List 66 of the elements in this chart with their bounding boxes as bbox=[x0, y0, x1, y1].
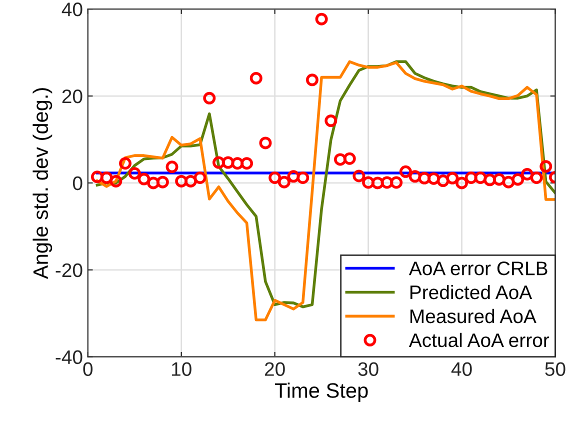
point bbox=[287, 170, 300, 183]
y-tick-label: -40 bbox=[56, 350, 82, 364]
point bbox=[315, 12, 328, 26]
point bbox=[212, 156, 225, 169]
point bbox=[362, 176, 375, 189]
point bbox=[380, 176, 394, 189]
x-tick-label: 40 bbox=[451, 362, 472, 376]
y-tick-label: 0 bbox=[72, 176, 82, 190]
point bbox=[175, 174, 188, 188]
point bbox=[100, 171, 113, 184]
point bbox=[306, 74, 318, 86]
point bbox=[90, 170, 104, 184]
point bbox=[184, 174, 197, 188]
point bbox=[464, 171, 478, 184]
point bbox=[278, 176, 290, 188]
point bbox=[512, 173, 524, 186]
point bbox=[128, 167, 141, 180]
x-tick-label: 0 bbox=[83, 362, 93, 376]
x-tick-label: 10 bbox=[172, 362, 192, 376]
point bbox=[119, 157, 132, 170]
point bbox=[474, 171, 487, 184]
y-axis-title: Angle std. dev (deg.) bbox=[32, 88, 52, 280]
legend-label: AoA error CRLB bbox=[408, 262, 548, 276]
point bbox=[138, 172, 150, 186]
point bbox=[250, 72, 262, 84]
y-tick-label: 40 bbox=[62, 2, 82, 16]
legend-label: Measured AoA bbox=[410, 308, 536, 324]
point bbox=[540, 160, 552, 173]
legend-label: Actual AoA error bbox=[408, 332, 550, 348]
point bbox=[427, 172, 440, 185]
point bbox=[222, 156, 234, 169]
point bbox=[156, 176, 169, 188]
x-tick-label: 30 bbox=[358, 362, 378, 376]
point bbox=[268, 171, 282, 184]
point bbox=[231, 157, 244, 170]
point bbox=[166, 160, 178, 174]
point bbox=[352, 170, 366, 182]
point bbox=[408, 170, 422, 183]
point bbox=[259, 136, 272, 150]
point bbox=[343, 152, 356, 165]
point bbox=[530, 171, 543, 184]
point bbox=[456, 176, 468, 190]
point bbox=[194, 171, 206, 184]
x-tick-label: 20 bbox=[264, 362, 285, 376]
point bbox=[492, 173, 506, 186]
point bbox=[484, 174, 496, 186]
point bbox=[324, 114, 338, 128]
point bbox=[296, 171, 310, 184]
point bbox=[334, 153, 346, 166]
point bbox=[436, 174, 450, 188]
point bbox=[110, 174, 122, 188]
point bbox=[203, 92, 216, 104]
point bbox=[502, 176, 515, 188]
y-tick-label: 20 bbox=[62, 89, 82, 104]
x-axis-title: Time Step bbox=[274, 382, 368, 402]
point bbox=[399, 165, 412, 178]
point bbox=[147, 176, 160, 190]
x-tick-label: 50 bbox=[545, 362, 566, 376]
legend-label: Predicted AoA bbox=[410, 284, 532, 300]
point bbox=[390, 176, 403, 189]
point bbox=[418, 172, 431, 184]
y-tick-label: -20 bbox=[56, 263, 82, 278]
point bbox=[446, 172, 459, 184]
point bbox=[520, 168, 534, 181]
point bbox=[371, 176, 384, 190]
point bbox=[240, 157, 254, 170]
